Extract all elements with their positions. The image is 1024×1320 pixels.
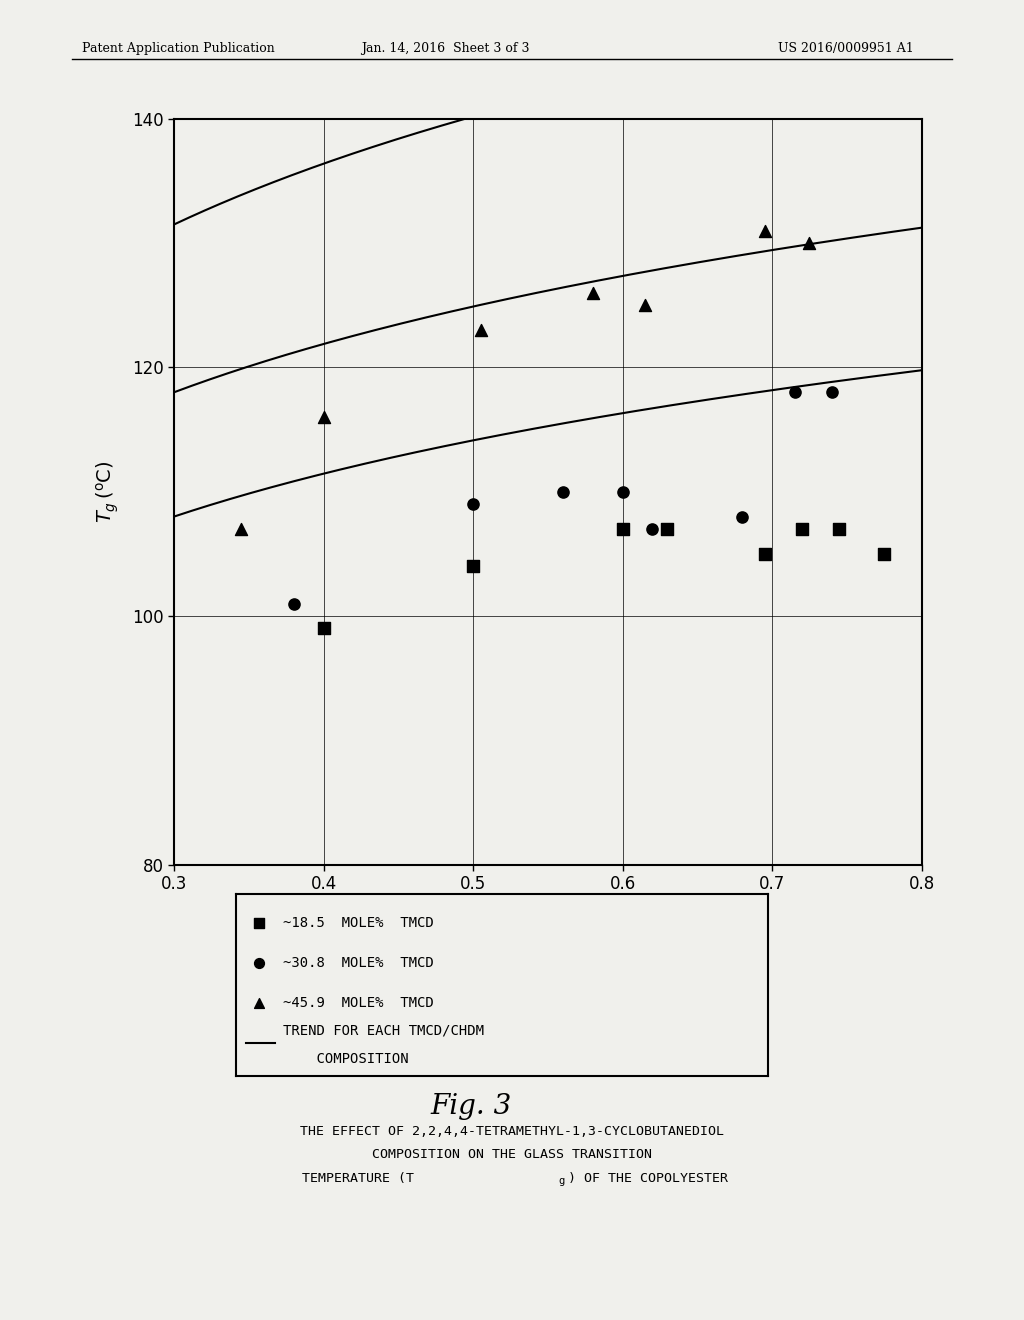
Y-axis label: $T_g\,\mathregular{(^oC)}$: $T_g\,\mathregular{(^oC)}$ — [94, 461, 121, 523]
Point — [801, 232, 817, 253]
Text: TEMPERATURE (T: TEMPERATURE (T — [302, 1172, 414, 1185]
Text: ~18.5  MOLE%  TMCD: ~18.5 MOLE% TMCD — [284, 916, 434, 929]
Text: US 2016/0009951 A1: US 2016/0009951 A1 — [778, 42, 914, 55]
X-axis label: IV  (dl/g): IV (dl/g) — [506, 907, 590, 925]
Point — [794, 519, 810, 540]
Text: Jan. 14, 2016  Sheet 3 of 3: Jan. 14, 2016 Sheet 3 of 3 — [361, 42, 529, 55]
Text: Fig. 3: Fig. 3 — [430, 1093, 512, 1119]
Point — [734, 506, 751, 527]
Text: Patent Application Publication: Patent Application Publication — [82, 42, 274, 55]
Point — [472, 319, 488, 341]
Text: THE EFFECT OF 2,2,4,4-TETRAMETHYL-1,3-CYCLOBUTANEDIOL: THE EFFECT OF 2,2,4,4-TETRAMETHYL-1,3-CY… — [300, 1125, 724, 1138]
Point — [614, 519, 631, 540]
Point — [315, 407, 332, 428]
Point — [555, 482, 571, 503]
Point — [659, 519, 676, 540]
Point — [644, 519, 660, 540]
Text: g: g — [558, 1176, 564, 1187]
Point — [757, 220, 773, 242]
Point — [614, 482, 631, 503]
Text: ) OF THE COPOLYESTER: ) OF THE COPOLYESTER — [568, 1172, 728, 1185]
Point — [465, 494, 481, 515]
Point — [712, 312, 728, 333]
Point — [786, 381, 803, 403]
Text: TREND FOR EACH TMCD/CHDM: TREND FOR EACH TMCD/CHDM — [284, 1023, 484, 1038]
Text: COMPOSITION ON THE GLASS TRANSITION: COMPOSITION ON THE GLASS TRANSITION — [372, 1148, 652, 1162]
Point — [876, 544, 892, 565]
Point — [757, 544, 773, 565]
Point — [286, 593, 302, 614]
Point — [233, 519, 250, 540]
Text: COMPOSITION: COMPOSITION — [284, 1052, 409, 1067]
Point — [823, 381, 840, 403]
Point — [465, 556, 481, 577]
Point — [315, 618, 332, 639]
Point — [831, 519, 848, 540]
Text: ~30.8  MOLE%  TMCD: ~30.8 MOLE% TMCD — [284, 956, 434, 970]
Text: ~45.9  MOLE%  TMCD: ~45.9 MOLE% TMCD — [284, 995, 434, 1010]
Point — [585, 282, 601, 304]
Point — [637, 294, 653, 315]
